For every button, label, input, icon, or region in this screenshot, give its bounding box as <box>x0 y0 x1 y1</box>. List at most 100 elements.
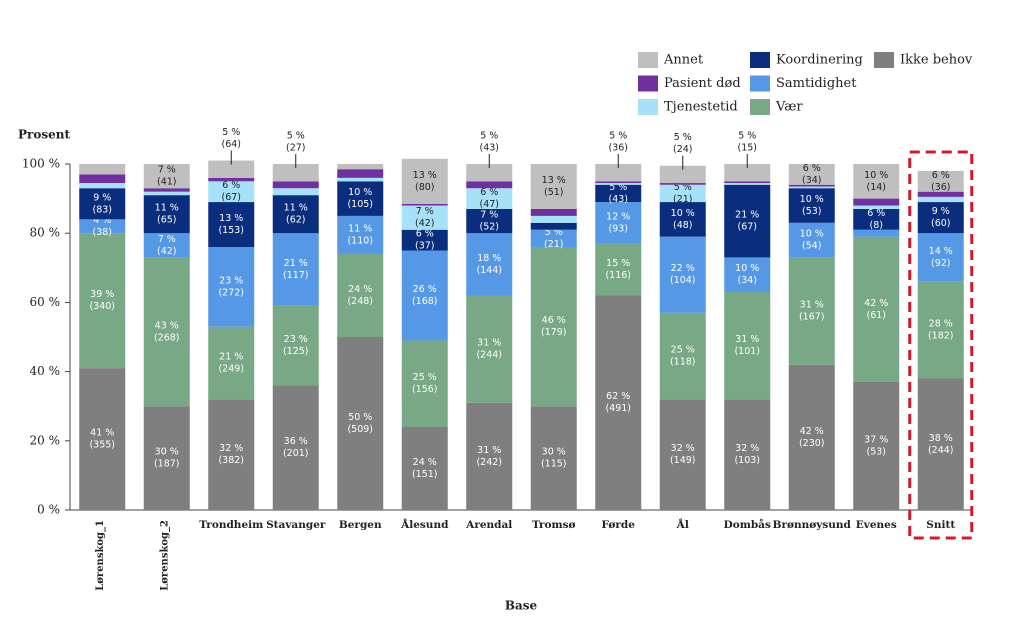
legend-label: Vær <box>775 100 803 115</box>
data-count-label: (42) <box>415 218 435 229</box>
bar-segment <box>79 219 126 234</box>
y-tick-label: 20 % <box>30 433 61 447</box>
data-count-label: (118) <box>670 357 696 368</box>
bar-segment <box>79 233 126 369</box>
data-label: 32 % <box>735 443 759 454</box>
legend-label: Tjenestetid <box>664 100 738 115</box>
data-count-label: (248) <box>347 296 373 307</box>
data-label: 11 % <box>284 203 308 214</box>
bar-segment <box>79 368 126 510</box>
data-count-label: (51) <box>544 187 564 198</box>
data-count-label: (268) <box>154 332 180 343</box>
data-count-label: (61) <box>866 310 886 321</box>
data-count-label: (83) <box>92 204 112 215</box>
bar-segment <box>208 202 255 248</box>
bar-segment <box>659 165 706 184</box>
data-label: 5 % <box>545 227 563 238</box>
data-count-label: (244) <box>476 350 502 361</box>
bar-segment <box>401 426 448 510</box>
bar-segment <box>401 229 448 251</box>
bar-segment <box>79 183 126 189</box>
bar-segment <box>595 295 642 510</box>
data-count-label: (104) <box>670 275 696 286</box>
bar-segment <box>143 257 190 407</box>
data-count-label: (105) <box>347 199 373 210</box>
data-label: 24 % <box>348 284 372 295</box>
bar-segment <box>401 205 448 230</box>
bar-segment <box>337 337 384 510</box>
bar-segment <box>724 164 771 182</box>
bar-segment <box>659 236 706 313</box>
y-tick-label: 60 % <box>30 295 61 309</box>
bar-segment <box>466 233 513 296</box>
data-count-label: (153) <box>218 225 244 236</box>
legend-swatch <box>638 75 658 92</box>
data-label: 5 % <box>609 131 627 142</box>
data-label: 10 % <box>735 263 759 274</box>
bar-segment <box>401 203 448 206</box>
data-count-label: (48) <box>673 220 693 231</box>
bar-segment <box>917 202 964 234</box>
x-tick-label: Brønnøysund <box>773 519 852 531</box>
data-count-label: (244) <box>928 445 954 456</box>
bar-segment <box>272 233 319 306</box>
data-count-label: (21) <box>544 239 564 250</box>
bar-segment <box>79 188 126 220</box>
bar-segment <box>724 257 771 293</box>
data-label: 46 % <box>542 315 566 326</box>
bar-segment <box>595 183 642 185</box>
legend-label: Koordinering <box>776 53 863 68</box>
bar-segment <box>853 198 900 206</box>
data-count-label: (116) <box>605 270 631 281</box>
data-count-label: (47) <box>479 199 499 210</box>
data-count-label: (38) <box>92 227 112 238</box>
y-axis-title: Prosent <box>18 128 70 142</box>
bar-segment <box>79 174 126 184</box>
data-label: 21 % <box>735 210 759 221</box>
bar-segment <box>272 188 319 196</box>
data-label: 25 % <box>413 372 437 383</box>
bar-segment <box>143 406 190 510</box>
bar-segment <box>337 164 384 170</box>
data-count-label: (92) <box>931 258 951 269</box>
data-count-label: (144) <box>476 265 502 276</box>
bar-segment <box>788 186 835 189</box>
data-label: 38 % <box>929 433 953 444</box>
bar-segment <box>788 364 835 510</box>
bar-segment <box>272 164 319 182</box>
x-tick-label: Stavanger <box>266 519 326 531</box>
data-label: 4 % <box>93 215 111 226</box>
legend-label: Ikke behov <box>900 53 973 68</box>
bar-segment <box>143 164 190 189</box>
data-count-label: (42) <box>157 246 177 257</box>
data-count-label: (53) <box>802 206 822 217</box>
bar-segment <box>208 399 255 510</box>
data-count-label: (491) <box>605 403 631 414</box>
data-count-label: (93) <box>608 223 628 234</box>
data-count-label: (15) <box>737 143 757 154</box>
data-label: 7 % <box>480 210 498 221</box>
data-label: 6 % <box>803 163 821 174</box>
data-label: 13 % <box>413 170 437 181</box>
data-count-label: (52) <box>479 222 499 233</box>
bar-segment <box>466 164 513 182</box>
data-count-label: (14) <box>866 182 886 193</box>
data-count-label: (36) <box>931 182 951 193</box>
bar-segment <box>272 195 319 234</box>
bar-segment <box>401 340 448 427</box>
bar-segment <box>788 188 835 223</box>
data-label: 5 % <box>738 131 756 142</box>
data-label: 10 % <box>864 170 888 181</box>
bar-segment <box>530 247 577 407</box>
bar-segment <box>917 281 964 379</box>
data-label: 9 % <box>93 192 111 203</box>
bar-segment <box>724 292 771 400</box>
data-label: 30 % <box>542 447 566 458</box>
data-count-label: (34) <box>802 175 822 186</box>
data-count-label: (54) <box>802 241 822 252</box>
bar-segment <box>595 202 642 244</box>
data-label: 5 % <box>480 131 498 142</box>
bar-segment <box>208 326 255 400</box>
data-label: 28 % <box>929 319 953 330</box>
bar-segment <box>337 181 384 216</box>
